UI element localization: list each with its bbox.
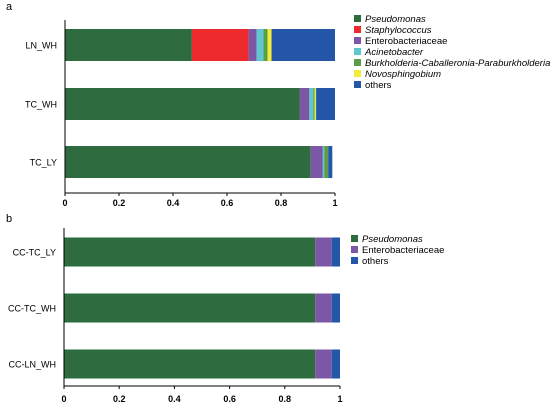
bar-segment xyxy=(191,29,249,61)
x-tick-label: 0.2 xyxy=(113,394,126,404)
bar-segment xyxy=(271,29,335,61)
bar-segment xyxy=(65,146,311,178)
panel-a: a LN_WH TC_WH TC_LY 0 0.2 0.4 0.6 0.8 1 Pseudomona… xyxy=(6,1,550,208)
bar-segment xyxy=(314,88,317,120)
x-tick-label: 0.4 xyxy=(167,198,180,208)
x-tick-label: 0.2 xyxy=(113,198,126,208)
legend-swatch xyxy=(354,81,361,88)
bar-segment xyxy=(299,88,310,120)
category-label: CC-TC_LY xyxy=(13,248,56,258)
x-tick-label: 0.6 xyxy=(221,198,234,208)
panel-label: b xyxy=(6,213,12,225)
legend-label: others xyxy=(362,256,389,267)
bar-segment xyxy=(65,88,300,120)
legend-label: Novosphingobium xyxy=(365,69,441,80)
legend-label: Burkholderia-Caballeronia-Paraburkholder… xyxy=(365,58,550,69)
legend-swatch xyxy=(354,70,361,77)
bar-segment xyxy=(309,88,314,120)
bar-segment xyxy=(310,146,323,178)
bar-segment xyxy=(315,237,332,267)
x-tick-label: 0.4 xyxy=(168,394,181,404)
bar-segment xyxy=(331,237,340,267)
x-tick-label: 0 xyxy=(62,198,67,208)
bar-segment xyxy=(328,146,333,178)
legend-swatch xyxy=(354,59,361,66)
bar-segment xyxy=(267,29,272,61)
legend-swatch xyxy=(351,246,358,253)
category-label: CC-TC_WH xyxy=(8,304,56,314)
bar-segment xyxy=(331,349,340,379)
legend-swatch xyxy=(354,48,361,55)
x-tick-label: 0 xyxy=(61,394,66,404)
x-tick-label: 1 xyxy=(332,198,337,208)
legend-label: Acinetobacter xyxy=(364,47,424,58)
bar-segment xyxy=(263,29,268,61)
legend-swatch xyxy=(351,257,358,264)
bar-segment xyxy=(324,146,329,178)
legend-label: Enterobacteriaceae xyxy=(365,36,447,47)
bar-segment xyxy=(64,237,316,267)
bar-segment xyxy=(322,146,325,178)
bar-segment xyxy=(315,293,332,323)
legend-label: others xyxy=(365,80,392,91)
category-label: TC_WH xyxy=(25,100,57,110)
panel-b: b CC-TC_LY CC-TC_WH CC-LN_WH 0 0.2 0.4 0.6 0.8 1 P… xyxy=(6,213,444,404)
bar-segment xyxy=(64,349,316,379)
bar-segment xyxy=(64,293,316,323)
bar-segment xyxy=(256,29,264,61)
x-tick-label: 1 xyxy=(337,394,342,404)
x-tick-label: 0.8 xyxy=(275,198,288,208)
x-tick-label: 0.6 xyxy=(223,394,236,404)
bar-segment xyxy=(315,349,332,379)
legend-label: Enterobacteriaceae xyxy=(362,245,444,256)
legend-label: Pseudomonas xyxy=(362,234,423,245)
bar-segment xyxy=(313,88,315,120)
category-label: LN_WH xyxy=(25,41,57,51)
category-label: TC_LY xyxy=(30,158,57,168)
legend-swatch xyxy=(354,26,361,33)
bar-segment xyxy=(65,29,192,61)
legend-label: Pseudomonas xyxy=(365,14,426,25)
panel-label: a xyxy=(6,1,13,13)
legend-swatch xyxy=(351,235,358,242)
category-label: CC-LN_WH xyxy=(8,360,56,370)
bar-segment xyxy=(316,88,335,120)
legend-swatch xyxy=(354,15,361,22)
legend-swatch xyxy=(354,37,361,44)
legend-label: Staphylococcus xyxy=(365,25,432,36)
bar-segment xyxy=(248,29,257,61)
bar-segment xyxy=(331,293,340,323)
x-tick-label: 0.8 xyxy=(279,394,292,404)
